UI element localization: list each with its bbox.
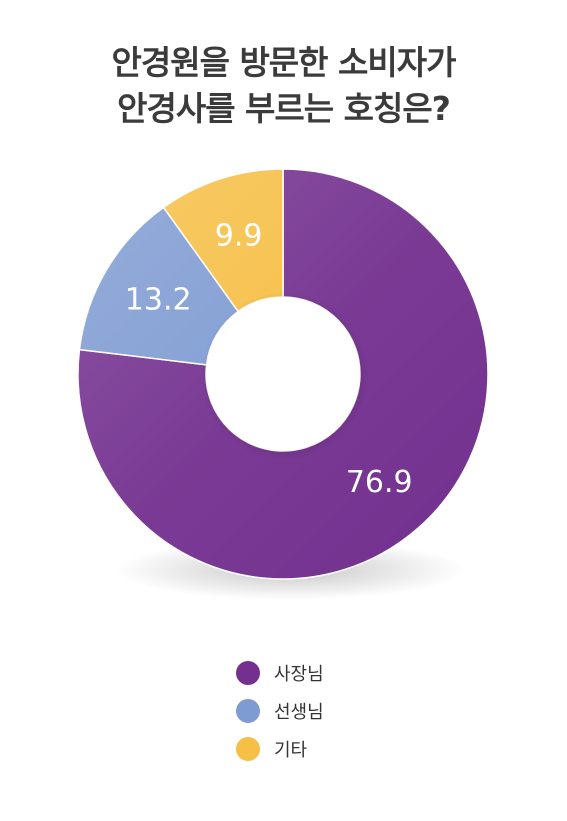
donut-labels: 76.9 13.2 9.9 — [125, 218, 413, 500]
legend-item-2: 기타 — [236, 730, 436, 768]
donut-hole — [206, 297, 360, 451]
donut-value-label-0: 76.9 — [346, 465, 413, 500]
chart-title-line-1: 안경원을 방문한 소비자가 — [111, 43, 457, 82]
legend-label-0: 사장님 — [274, 664, 324, 685]
donut-value-label-1: 13.2 — [125, 283, 192, 318]
legend-item-0: 사장님 — [236, 654, 436, 692]
donut-value-label-2: 9.9 — [215, 218, 263, 253]
chart-title: 안경원을 방문한 소비자가 안경사를 부르는 호칭은? — [0, 40, 567, 132]
legend-swatch-1 — [236, 699, 260, 723]
legend-swatch-2 — [236, 737, 260, 761]
legend-label-1: 선생님 — [274, 702, 324, 723]
legend: 사장님 선생님 기타 — [236, 654, 436, 768]
legend-label-2: 기타 — [274, 740, 308, 761]
donut-chart: 76.9 13.2 9.9 — [77, 168, 489, 600]
chart-title-line-2: 안경사를 부르는 호칭은? — [117, 89, 451, 128]
legend-item-1: 선생님 — [236, 692, 436, 730]
legend-swatch-0 — [236, 661, 260, 685]
